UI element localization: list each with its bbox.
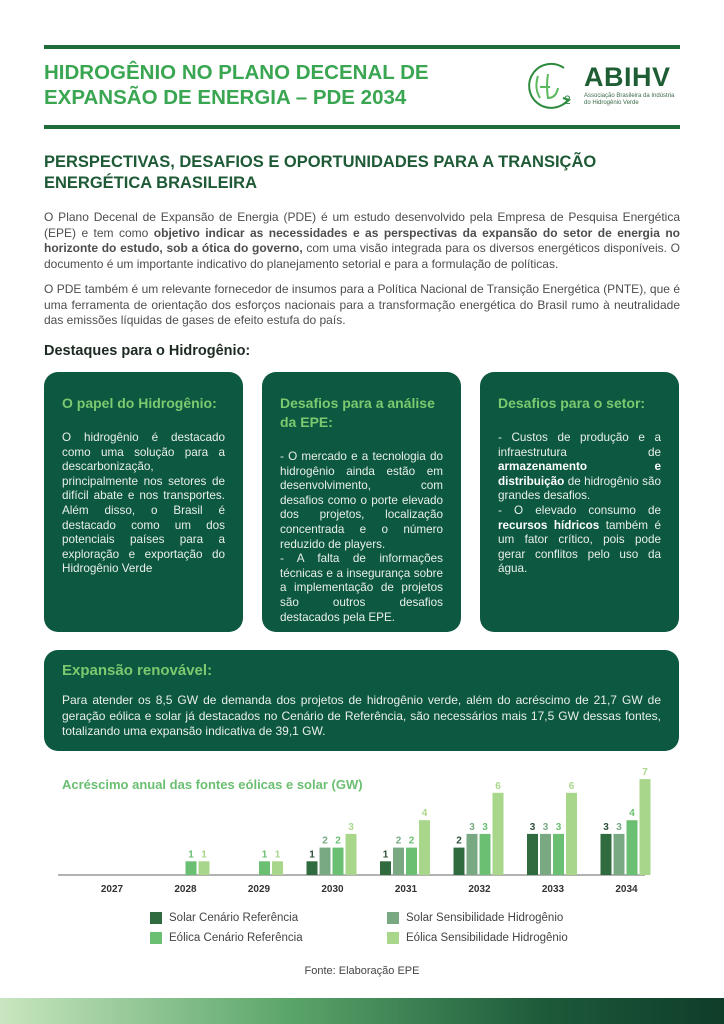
bar (319, 847, 331, 875)
data-label: 1 (309, 849, 315, 860)
data-label: 3 (348, 822, 354, 833)
abihv-logo: 2 ABIHV Associação Brasileira da Indústr… (524, 60, 684, 110)
legend-swatch (387, 932, 399, 944)
data-label: 2 (409, 836, 415, 847)
data-label: 1 (188, 849, 194, 860)
logo-subtitle: Associação Brasileira da Indústria do Hid… (584, 93, 675, 106)
bar (540, 833, 551, 875)
data-label: 1 (383, 849, 389, 860)
bar (345, 833, 357, 875)
legend-swatch (150, 912, 162, 924)
title-line-2: EXPANSÃO DE ENERGIA – PDE 2034 (44, 86, 407, 109)
data-label: 4 (629, 808, 635, 819)
legend-swatch (150, 932, 162, 944)
data-label: 2 (396, 836, 402, 847)
expansion-body: Para atender os 8,5 GW de demanda dos pr… (62, 693, 661, 739)
data-label: 1 (275, 849, 281, 860)
annual-addition-bar-chart: Acréscimo anual das fontes eólicas e sol… (58, 767, 651, 895)
x-tick-label: 2029 (248, 884, 271, 895)
x-tick-label: 2027 (101, 884, 124, 895)
data-label: 3 (603, 822, 609, 833)
bar (600, 833, 612, 875)
logo-name: ABIHV (584, 62, 671, 92)
bar (626, 820, 638, 875)
bar (613, 833, 625, 875)
bar (198, 861, 210, 875)
bar (306, 861, 318, 875)
data-label: 3 (616, 822, 622, 833)
bar (479, 833, 491, 875)
data-label: 6 (495, 781, 501, 792)
legend-swatch (387, 912, 399, 924)
bar (332, 847, 344, 875)
title-line-1: HIDROGÊNIO NO PLANO DECENAL DE (44, 61, 429, 84)
x-tick-label: 2031 (395, 884, 418, 895)
card-sector-challenges: Desafios para o setor: - Custos de produ… (480, 372, 679, 632)
x-tick-label: 2030 (321, 884, 344, 895)
legend-item: Eólica Cenário Referência (150, 928, 303, 948)
card-title: Desafios para a análise da EPE: (280, 395, 435, 430)
data-label: 6 (569, 781, 575, 792)
highlights-heading: Destaques para o Hidrogênio: (44, 343, 251, 359)
legend-item: Eólica Sensibilidade Hidrogênio (387, 928, 568, 948)
bar (406, 847, 417, 875)
bar (419, 820, 430, 875)
bar (380, 861, 391, 875)
legend-col-1: Solar Cenário Referência Eólica Cenário … (150, 908, 303, 948)
card-hydrogen-role: O papel do Hidrogênio: O hidrogênio é de… (44, 372, 243, 632)
card-title: O papel do Hidrogênio: (62, 395, 217, 411)
x-tick-label: 2033 (542, 884, 565, 895)
section-heading: PERSPECTIVAS, DESAFIOS E OPORTUNIDADES P… (44, 153, 597, 192)
data-label: 2 (456, 836, 462, 847)
data-label: 3 (556, 822, 562, 833)
bar (393, 847, 404, 875)
svg-text:2: 2 (564, 93, 571, 107)
chart-title: Acréscimo anual das fontes eólicas e sol… (62, 777, 363, 792)
intro-paragraph-1: O Plano Decenal de Expansão de Energia (… (44, 210, 680, 271)
card-body: - Custos de produção e a infraestrutura … (498, 431, 661, 576)
data-label: 7 (642, 767, 648, 778)
x-tick-label: 2032 (468, 884, 491, 895)
data-label: 3 (530, 822, 536, 833)
data-label: 2 (335, 836, 341, 847)
page-title: HIDROGÊNIO NO PLANO DECENAL DE EXPANSÃO … (44, 60, 484, 110)
bar (553, 833, 564, 875)
bar (453, 847, 465, 875)
bar (639, 779, 651, 875)
intro-paragraph-2: O PDE também é um relevante fornecedor d… (44, 282, 680, 328)
x-tick-label: 2028 (174, 884, 197, 895)
footer-band (0, 998, 724, 1024)
legend-item: Solar Cenário Referência (150, 908, 303, 928)
card-body: O hidrogênio é destacado como uma soluçã… (62, 431, 225, 576)
card-title: Desafios para o setor: (498, 395, 646, 411)
renewable-expansion-box: Expansão renovável: Para atender os 8,5 … (44, 650, 679, 751)
card-body: - O mercado e a tecnologia do hidrogênio… (280, 450, 443, 624)
legend-item: Solar Sensibilidade Hidrogênio (387, 908, 568, 928)
bar (259, 861, 270, 875)
data-label: 1 (201, 849, 207, 860)
card-epe-challenges: Desafios para a análise da EPE: - O merc… (262, 372, 461, 632)
data-label: 4 (422, 808, 428, 819)
data-label: 1 (262, 849, 268, 860)
bar (492, 792, 504, 875)
bar (527, 833, 538, 875)
top-rule (44, 45, 680, 49)
header-bottom-rule (44, 125, 680, 129)
h2-logo-icon: 2 (528, 62, 572, 109)
bar (272, 861, 283, 875)
bar (466, 833, 478, 875)
data-label: 3 (469, 822, 475, 833)
x-tick-label: 2034 (615, 884, 638, 895)
data-label: 3 (543, 822, 549, 833)
data-label: 3 (482, 822, 488, 833)
source-note: Fonte: Elaboração EPE (304, 965, 420, 977)
data-label: 2 (322, 836, 328, 847)
legend-col-2: Solar Sensibilidade Hidrogênio Eólica Se… (387, 908, 568, 948)
bar (185, 861, 197, 875)
expansion-title: Expansão renovável: (62, 662, 213, 679)
bar (566, 792, 577, 875)
